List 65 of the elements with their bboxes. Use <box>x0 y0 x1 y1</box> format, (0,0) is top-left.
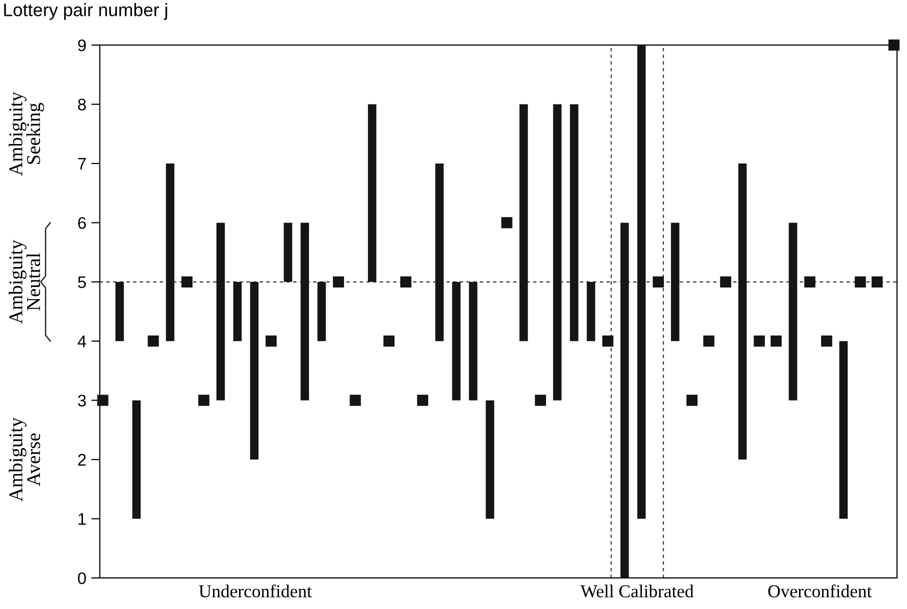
y-tick-label: 4 <box>78 336 86 348</box>
point <box>804 276 816 288</box>
bar <box>233 282 242 342</box>
point <box>821 336 832 347</box>
bar <box>435 163 444 342</box>
chart-title: Lottery pair number j <box>4 3 168 20</box>
text: Underconfident <box>198 584 312 598</box>
bar <box>166 163 174 342</box>
point <box>97 394 108 406</box>
point <box>198 394 210 406</box>
bar <box>637 45 646 519</box>
point <box>602 336 614 347</box>
text: Ambiguity Neutral <box>8 240 40 324</box>
point <box>534 394 546 406</box>
bar <box>250 282 259 460</box>
bar <box>586 282 596 342</box>
point <box>754 336 765 347</box>
bar <box>486 400 494 519</box>
point <box>332 276 344 288</box>
bar <box>468 282 478 400</box>
text: Well Calibrated <box>580 584 694 598</box>
point <box>400 276 412 288</box>
point <box>872 276 883 288</box>
point <box>148 336 159 347</box>
bar <box>519 104 528 342</box>
point <box>686 394 698 406</box>
bar <box>670 222 680 342</box>
y-tick-label: 6 <box>78 217 86 229</box>
point <box>703 336 714 347</box>
bar <box>570 104 578 342</box>
text: Overconfident <box>768 584 872 598</box>
y-tick-label: 8 <box>78 98 86 110</box>
bar <box>452 282 461 400</box>
text: Ambiguity Seeking <box>8 92 44 176</box>
bar <box>368 104 376 282</box>
y-tick-label: 2 <box>78 454 86 466</box>
point <box>501 217 512 228</box>
bar <box>300 222 310 400</box>
y-tick-label: 7 <box>78 158 86 170</box>
y-tick-label: 0 <box>78 572 86 584</box>
point <box>888 40 900 51</box>
y-tick-label: 3 <box>78 394 86 407</box>
bar <box>115 282 124 342</box>
point <box>417 394 428 406</box>
bar <box>132 400 141 519</box>
bar <box>738 163 747 460</box>
point <box>770 336 782 347</box>
bar <box>317 282 326 342</box>
y-tick-label: 9 <box>78 39 86 52</box>
bar <box>284 222 292 282</box>
point <box>383 336 395 347</box>
point <box>181 276 193 288</box>
text: Ambiguity Averse <box>8 417 40 502</box>
point <box>854 276 866 288</box>
point <box>350 394 361 406</box>
bar <box>839 341 848 519</box>
point <box>652 276 664 288</box>
bar <box>620 222 629 578</box>
y-tick-label: 1 <box>78 513 86 525</box>
bar <box>216 222 225 400</box>
point <box>720 276 732 288</box>
bar <box>788 222 798 400</box>
bar <box>553 104 562 400</box>
point <box>266 336 277 347</box>
y-tick-label: 5 <box>78 276 86 288</box>
